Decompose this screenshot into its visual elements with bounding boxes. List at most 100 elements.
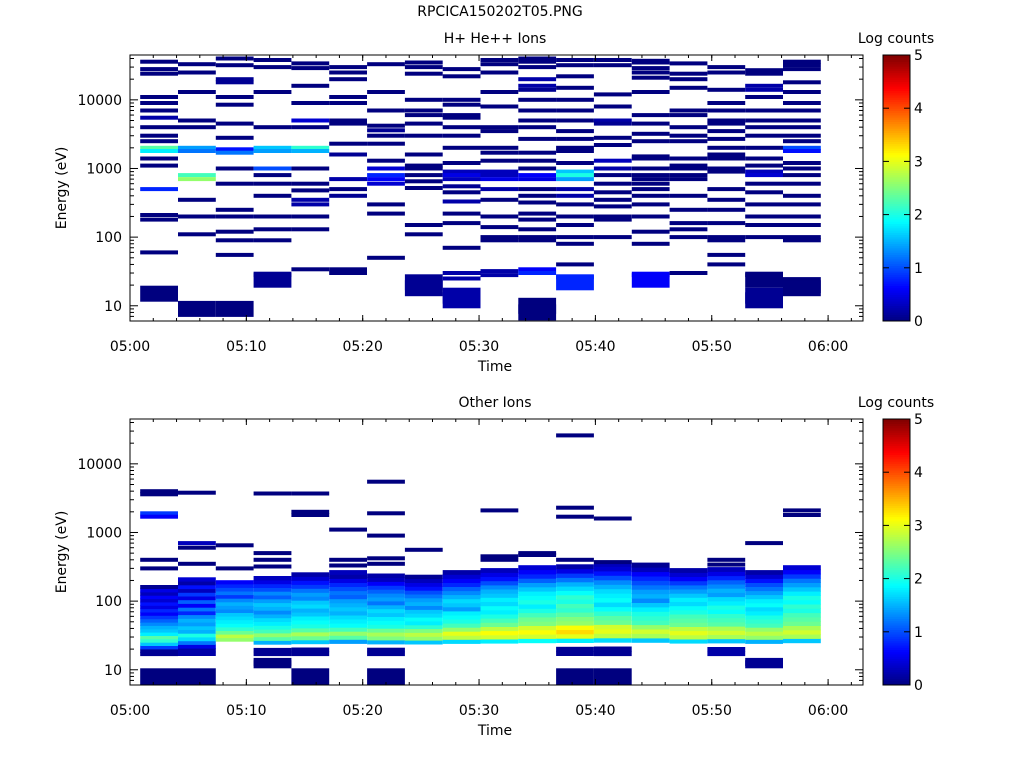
colorbar-segment: [883, 312, 910, 315]
colorbar-segment: [883, 70, 910, 74]
heatmap-cell: [518, 83, 557, 88]
heatmap-cell: [669, 173, 708, 178]
colorbar-segment: [883, 583, 910, 586]
colorbar-segment: [883, 682, 910, 686]
heatmap-cell: [556, 187, 594, 192]
heatmap-cell: [556, 74, 594, 79]
heatmap-cell: [291, 125, 330, 130]
heatmap-cell: [669, 609, 708, 615]
heatmap-cell: [215, 637, 254, 642]
heatmap-cell: [783, 166, 821, 171]
heatmap-cell: [707, 567, 746, 572]
heatmap-cell: [291, 619, 330, 625]
heatmap-cell: [783, 202, 821, 207]
heatmap-cell: [329, 141, 367, 146]
heatmap-cell: [140, 139, 178, 144]
heatmap-cell: [631, 611, 670, 617]
colorbar-segment: [883, 134, 910, 138]
heatmap-cell: [178, 125, 216, 130]
heatmap-cell: [367, 181, 405, 186]
heatmap-cell: [707, 588, 746, 593]
heatmap-cell: [556, 193, 594, 198]
colorbar-segment: [883, 571, 910, 575]
heatmap-cell: [783, 603, 821, 609]
heatmap-cell: [518, 582, 557, 588]
heatmap-cell: [480, 214, 519, 219]
colorbar-segment: [883, 463, 910, 467]
heatmap-cell: [783, 173, 821, 178]
colorbar-segment: [883, 123, 910, 127]
heatmap-cell: [367, 639, 405, 645]
heatmap-cell: [291, 227, 330, 232]
panel-other-ions: Other Ions Log counts 05:00 05:10 05:20 05:…: [54, 395, 934, 739]
heatmap-cell: [291, 118, 330, 123]
colorbar-segment: [883, 563, 910, 566]
heatmap-cell: [593, 197, 632, 202]
heatmap-cell: [329, 121, 367, 126]
colorbar-segment: [883, 150, 910, 154]
x-tick-label: 06:00: [808, 703, 848, 719]
heatmap-cell: [404, 636, 443, 641]
colorbar-tick-label: 2: [914, 572, 923, 588]
heatmap-cell: [442, 67, 481, 72]
heatmap-cell: [215, 590, 254, 596]
heatmap-cell: [783, 586, 821, 592]
colorbar-frame: [882, 54, 911, 322]
heatmap-cell: [745, 631, 783, 636]
heatmap-cell: [480, 622, 519, 627]
heatmap-cell: [367, 128, 405, 133]
heatmap-cell: [669, 271, 708, 275]
heatmap-cell: [367, 90, 405, 94]
heatmap-cell: [404, 578, 443, 583]
heatmap-cell: [480, 235, 519, 240]
heatmap-cell: [745, 660, 783, 669]
colorbar-segment: [883, 203, 910, 207]
heatmap-cell: [745, 87, 783, 92]
colorbar-segment: [883, 214, 910, 218]
heatmap-cell: [215, 612, 254, 617]
heatmap-cell: [253, 617, 292, 622]
heatmap-cell: [631, 166, 670, 171]
heatmap-cell: [215, 633, 254, 639]
heatmap-cell: [556, 629, 594, 635]
colorbar-segment: [883, 274, 910, 278]
heatmap-cell: [291, 572, 330, 577]
heatmap-cell: [480, 58, 519, 62]
colorbar-segment: [883, 618, 910, 622]
heatmap-cell: [631, 584, 670, 590]
heatmap-cell: [556, 145, 594, 150]
heatmap-cell: [291, 197, 330, 202]
axes: 05:00 05:10 05:20 05:30 05:40 05:50 06:00 10 100…: [77, 419, 863, 719]
heatmap-cell: [556, 118, 594, 123]
heatmap-cell: [707, 617, 746, 623]
colorbar-segment: [883, 587, 910, 591]
heatmap-cell: [556, 223, 594, 227]
heatmap-cell: [556, 173, 594, 178]
colorbar-label: Log counts: [858, 395, 934, 411]
heatmap-cell: [291, 491, 330, 496]
heatmap-cell: [593, 593, 632, 599]
heatmap-cell: [404, 620, 443, 626]
heatmap-cell: [556, 568, 594, 574]
heatmap-cell: [367, 608, 405, 614]
heatmap-cell: [140, 598, 178, 603]
heatmap-cell: [707, 235, 746, 240]
heatmap-cell: [707, 145, 746, 150]
heatmap-cell: [253, 625, 292, 630]
colorbar-segment: [883, 622, 910, 626]
heatmap-cell: [593, 610, 632, 616]
heatmap-cell: [442, 145, 481, 150]
heatmap-cell: [291, 267, 330, 272]
heatmap-cell: [518, 166, 557, 171]
heatmap-cell: [367, 166, 405, 171]
heatmap-cell: [556, 514, 594, 519]
heatmap-cell: [367, 108, 405, 113]
heatmap-cell: [442, 74, 481, 79]
heatmap-cell: [178, 561, 216, 566]
colorbar-segment: [883, 79, 910, 83]
heatmap-cell: [442, 582, 481, 587]
heatmap-cell: [518, 599, 557, 605]
heatmap-cell: [745, 614, 783, 620]
colorbar-segment: [883, 554, 910, 557]
heatmap-cell: [631, 66, 670, 71]
